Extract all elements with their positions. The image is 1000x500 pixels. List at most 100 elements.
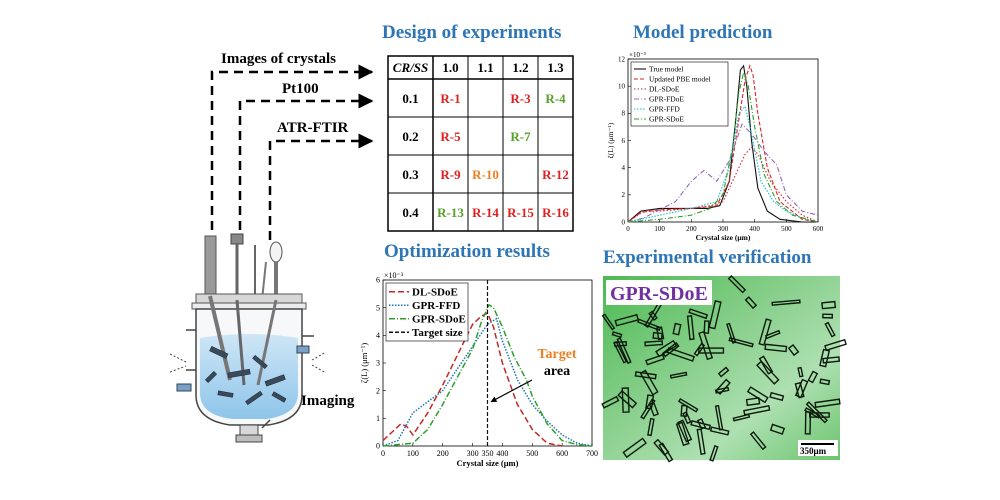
x-tick-label: 500 [781, 225, 792, 233]
crystal [653, 438, 670, 456]
reactor-drain [239, 424, 259, 436]
crystal [824, 338, 847, 352]
x-tick-label: 0 [626, 225, 630, 233]
x-tick-label: 350 [482, 449, 494, 458]
crystal [794, 381, 805, 399]
crystal [686, 315, 695, 341]
crystal [698, 347, 725, 354]
x-tick-label: 400 [749, 225, 760, 233]
crystal [819, 378, 831, 386]
legend-entry: GPR-SDoE [412, 313, 466, 325]
thermometer-bulb [269, 241, 283, 263]
x-tick-label: 200 [437, 449, 449, 458]
target-area-annotation-line2: area [544, 364, 570, 379]
verification-heading: Experimental verification [603, 247, 812, 268]
crystal [814, 398, 841, 408]
y-tick-label: 2 [376, 386, 380, 395]
jacket-valve-2 [296, 345, 310, 354]
crystal [749, 431, 767, 451]
crystal [769, 391, 785, 402]
crystal [616, 337, 632, 365]
y-tick-label: 3 [376, 359, 380, 368]
legend-entry: GPR-SDoE [649, 115, 684, 124]
x-tick-label: 500 [526, 449, 538, 458]
crystal [639, 369, 659, 396]
crystal [611, 331, 623, 339]
x-tick-label: 100 [407, 449, 419, 458]
x-tick-label: 300 [718, 225, 729, 233]
y-multiplier: ×10⁻³ [384, 271, 404, 280]
series-line-2 [627, 146, 819, 223]
legend-entry: DL-SDoE [412, 286, 458, 298]
crystal [698, 330, 714, 361]
table-cell: R-4 [545, 91, 566, 106]
micrograph-label: GPR-SDoE [610, 283, 708, 305]
y-tick-label: 10 [618, 83, 626, 91]
crystal [676, 419, 693, 443]
signal-arrows: Images of crystals Pt100 ATR-FTIR [210, 51, 374, 240]
y-tick-label: 0 [622, 218, 626, 226]
crystal [745, 397, 761, 407]
crystal [645, 353, 665, 366]
legend-entry: Target size [412, 327, 463, 339]
micrograph-crystals [601, 275, 847, 463]
y-tick-label: 2 [622, 191, 626, 199]
legend-entry: DL-SDoE [649, 85, 680, 94]
y-axis-label: ζ(L) (μm⁻¹) [606, 122, 615, 158]
reactor-crystals [204, 346, 287, 406]
x-tick-label: 700 [586, 449, 598, 458]
table-row-header: 0.4 [402, 205, 419, 220]
thermometer-rod [256, 299, 278, 386]
drain-handle [261, 419, 271, 429]
arrow-atr-ftir [268, 133, 374, 240]
table-cell: R-7 [510, 129, 531, 144]
y-tick-label: 1 [376, 414, 380, 423]
model-prediction-chart: 0 100 200 300 400 500 600 0 2 4 6 8 10 12 Crystal size… [606, 51, 824, 242]
table-row-header: 0.2 [402, 129, 418, 144]
crystal [758, 318, 772, 346]
y-tick-label: 4 [376, 331, 380, 340]
crystal [727, 275, 747, 294]
legend-entry: GPR-FFD [649, 105, 680, 114]
crystal [645, 394, 655, 410]
table-cell: R-12 [542, 167, 569, 182]
table-cell: R-10 [472, 167, 499, 182]
table-column-header: 1.1 [477, 60, 493, 75]
crystal [732, 413, 751, 422]
flow-line-right-1 [311, 351, 327, 361]
pt100-label: Pt100 [282, 81, 319, 97]
crystal [622, 437, 648, 459]
table-column-header: 1.0 [442, 60, 458, 75]
x-tick-label: 0 [381, 449, 385, 458]
annotation-arrow [490, 379, 533, 403]
crystal [617, 389, 638, 409]
y-tick-label: 8 [622, 110, 626, 118]
crystal [746, 386, 769, 404]
probe-1-rod [208, 295, 232, 381]
table-column-header: 1.3 [547, 60, 564, 75]
crystal [601, 395, 620, 409]
crystal [601, 313, 616, 331]
flow-line-left-2 [169, 365, 187, 373]
y-tick-label: 5 [376, 303, 380, 312]
reactor-flange [191, 302, 307, 310]
x-tick-label: 300 [467, 449, 479, 458]
crystal [771, 299, 801, 306]
x-tick-label: 600 [556, 449, 568, 458]
legend [385, 282, 469, 342]
series-line-0 [382, 312, 563, 447]
arrow-pt100 [238, 93, 374, 230]
crystal [787, 343, 800, 357]
series-line-3 [627, 123, 819, 223]
x-tick-label: 200 [686, 225, 697, 233]
crystal [715, 378, 731, 395]
table-cell: R-14 [472, 205, 499, 220]
flow-line-right-2 [311, 364, 327, 374]
legend-entry: Updated PBE model [649, 75, 711, 84]
table-cell: R-9 [440, 167, 461, 182]
crystal [688, 308, 709, 320]
table-cell: R-1 [440, 91, 460, 106]
series-line-5 [627, 70, 819, 223]
x-axis-label: Crystal size (μm) [457, 458, 519, 468]
micrograph-label-box [606, 280, 712, 305]
